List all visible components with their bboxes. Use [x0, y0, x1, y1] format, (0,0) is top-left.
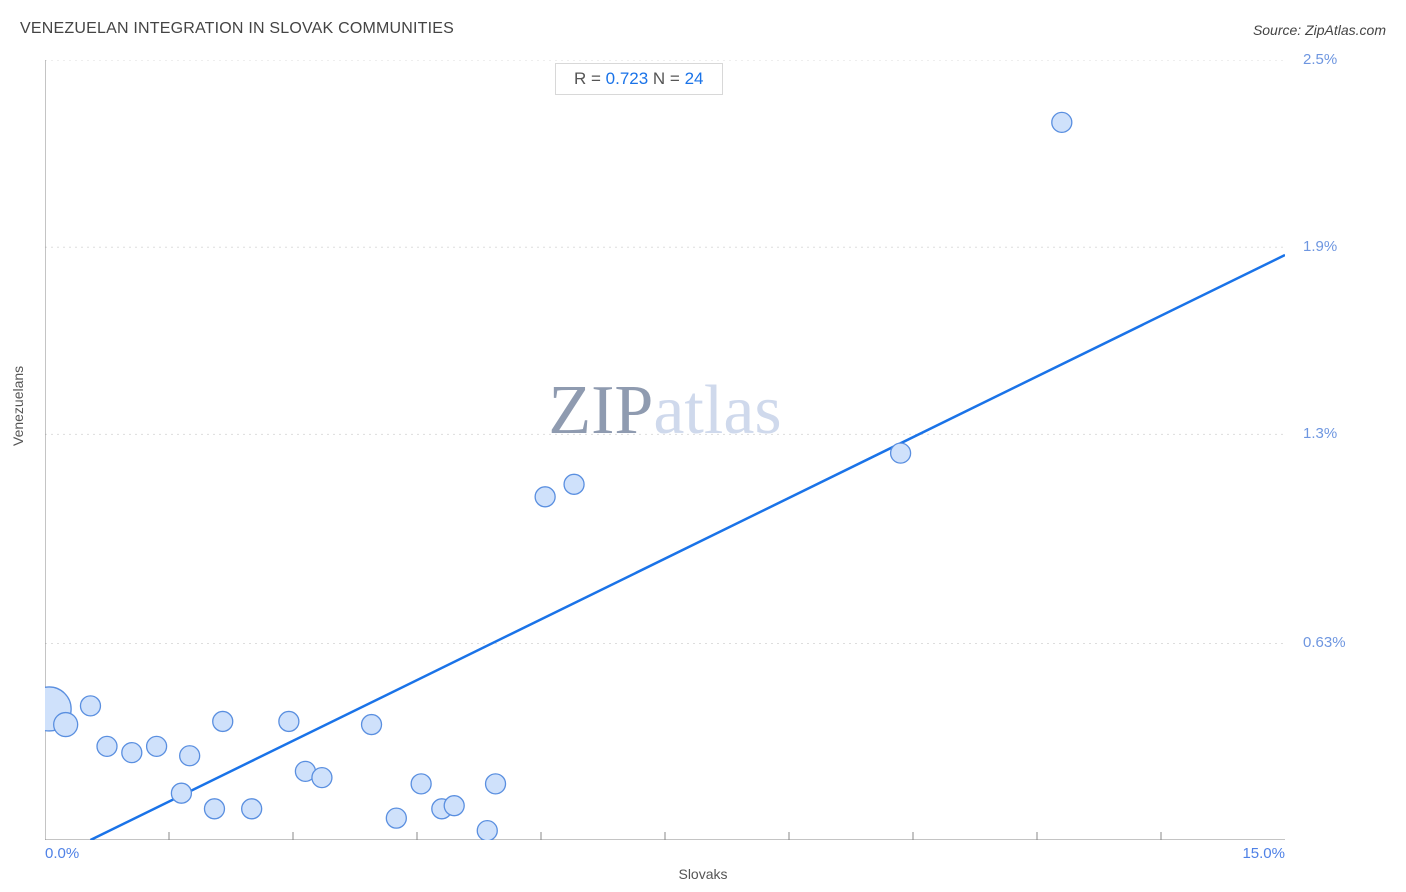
plot-area: ZIPatlas [45, 60, 1285, 840]
r-label: R = [574, 69, 606, 88]
chart-title: VENEZUELAN INTEGRATION IN SLOVAK COMMUNI… [20, 20, 454, 38]
y-tick-label: 1.3% [1303, 425, 1337, 442]
scatter-plot-svg [45, 60, 1285, 840]
x-axis-label: Slovaks [0, 866, 1406, 882]
x-min-label: 0.0% [45, 845, 79, 862]
n-value: 24 [685, 69, 704, 88]
stats-box: R = 0.723 N = 24 [555, 63, 723, 95]
y-tick-label: 0.63% [1303, 634, 1346, 651]
y-tick-label: 2.5% [1303, 51, 1337, 68]
r-value: 0.723 [606, 69, 649, 88]
source-attribution: Source: ZipAtlas.com [1253, 22, 1386, 38]
x-axis-range-labels: 0.0% 15.0% [45, 845, 1285, 862]
y-axis-label: Venezuelans [10, 366, 26, 446]
chart-container: VENEZUELAN INTEGRATION IN SLOVAK COMMUNI… [0, 0, 1406, 892]
n-label: N = [648, 69, 684, 88]
y-tick-label: 1.9% [1303, 238, 1337, 255]
x-max-label: 15.0% [1242, 845, 1285, 862]
